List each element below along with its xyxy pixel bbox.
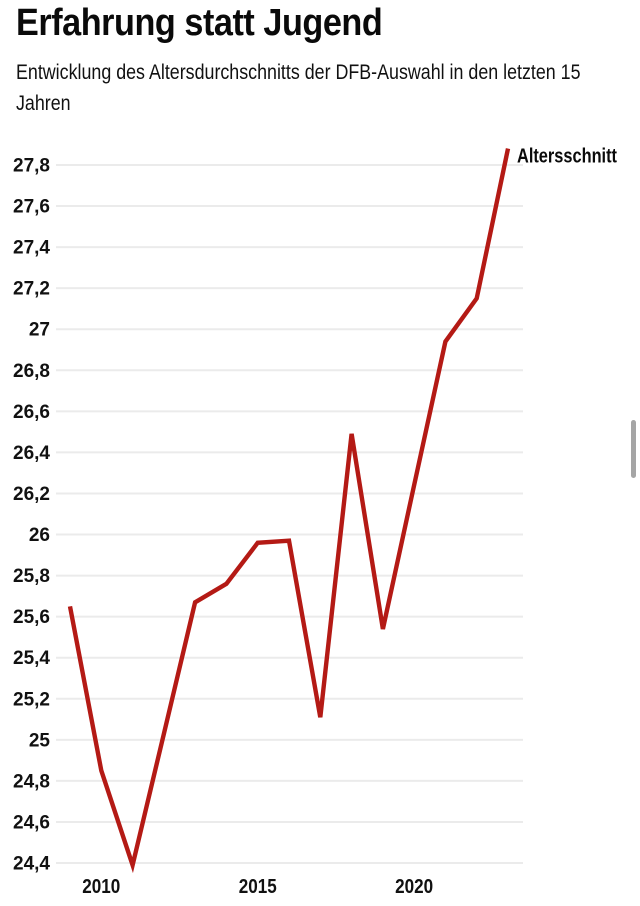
y-tick-label: 27,2 (13, 279, 50, 300)
y-tick-label: 24,6 (13, 812, 50, 833)
y-tick-label: 24,4 (13, 854, 50, 875)
y-tick-label: 25,8 (13, 566, 50, 587)
y-tick-label: 26,4 (13, 443, 50, 464)
y-tick-label: 24,8 (13, 771, 50, 792)
page-title: Erfahrung statt Jugend (16, 2, 383, 44)
article-header: Erfahrung statt Jugend (16, 2, 636, 44)
y-tick-label: 26,6 (13, 402, 50, 423)
y-tick-label: 27 (29, 320, 50, 341)
chart-subtitle: Entwicklung des Altersdurchschnitts der … (16, 57, 636, 119)
chart-subtitle-line-2: Jahren (16, 92, 71, 115)
chart-subtitle-line-1: Entwicklung des Altersdurchschnitts der … (16, 61, 581, 84)
series-end-label: Altersschnitt (517, 146, 617, 168)
y-tick-label: 25,6 (13, 607, 50, 628)
y-tick-label: 27,6 (13, 197, 50, 218)
series-line (67, 148, 511, 874)
y-tick-label: 25,4 (13, 648, 50, 669)
scrollbar-thumb[interactable] (631, 420, 636, 478)
x-tick-label: 2015 (239, 876, 277, 898)
y-tick-label: 27,4 (13, 238, 50, 259)
y-tick-label: 26,8 (13, 361, 50, 382)
y-tick-label: 25 (29, 730, 51, 751)
y-tick-label: 26 (29, 525, 50, 546)
x-tick-label: 2020 (395, 876, 433, 898)
y-tick-label: 25,2 (13, 689, 50, 710)
y-tick-label: 27,8 (13, 156, 50, 177)
x-tick-label: 2010 (82, 876, 120, 898)
y-tick-label: 26,2 (13, 484, 50, 505)
